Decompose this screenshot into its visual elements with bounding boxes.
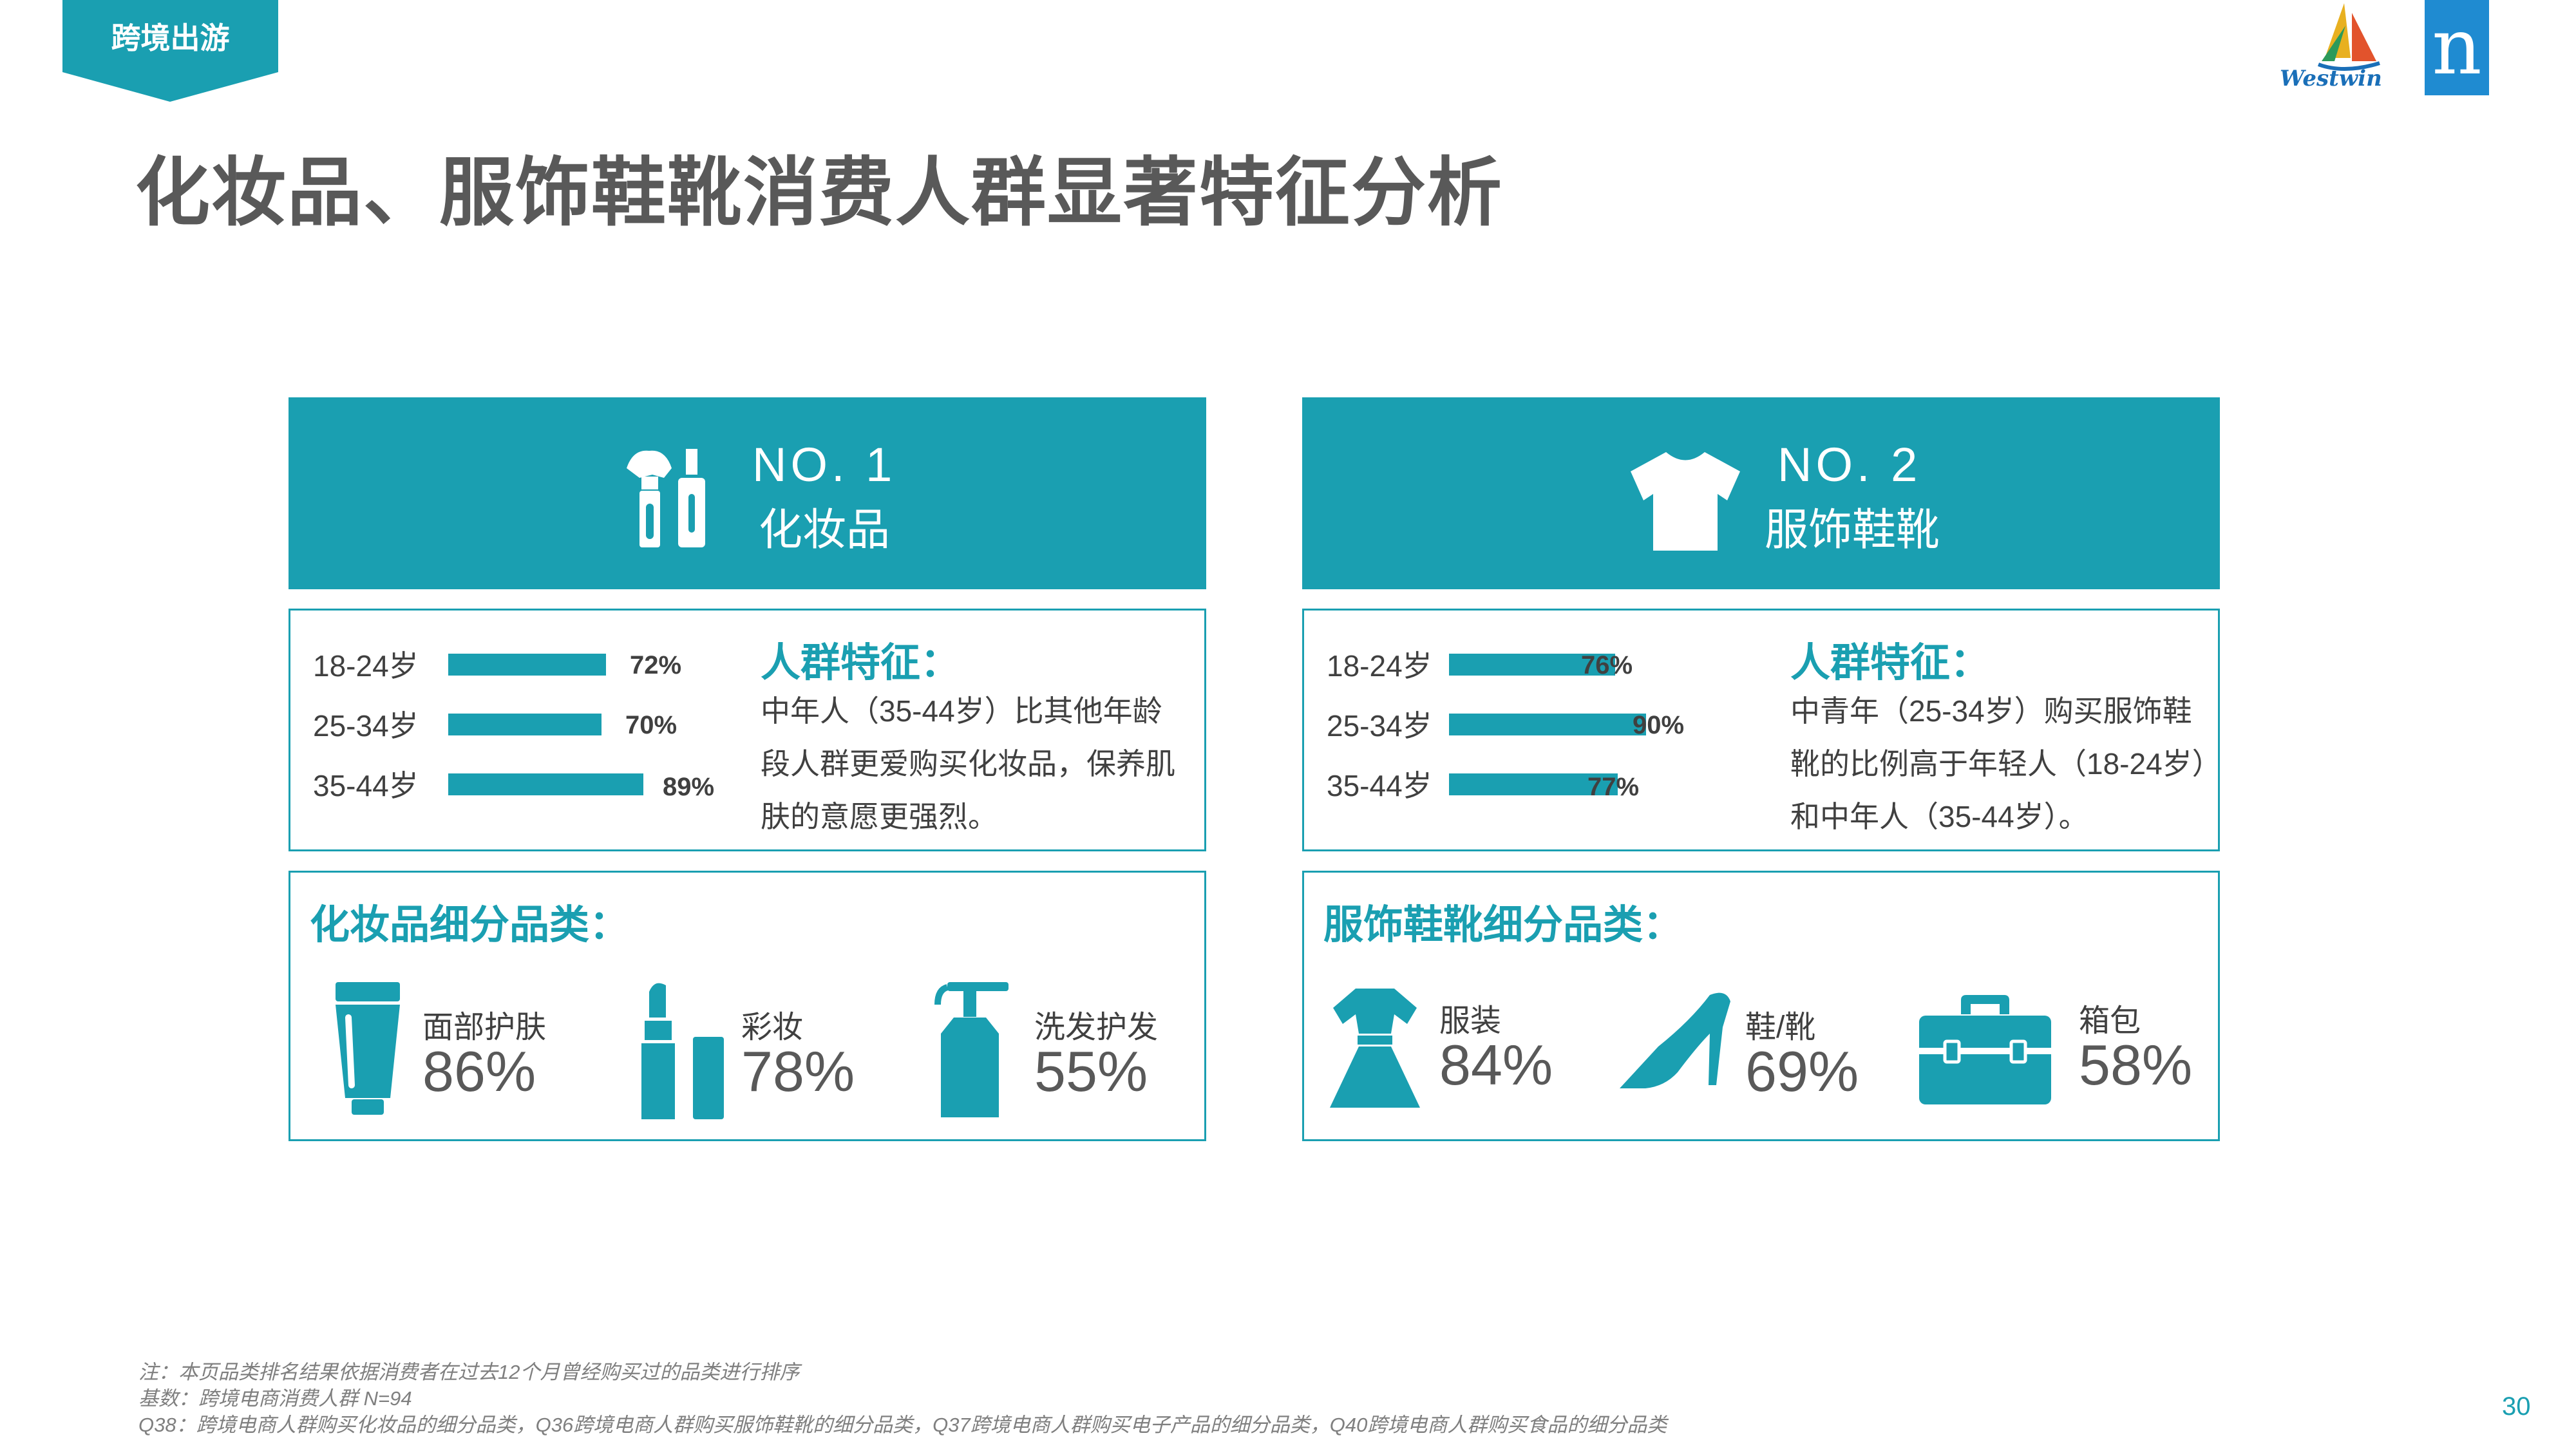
shampoo-bottle-icon xyxy=(934,982,1009,1117)
age-label: 35-44岁 xyxy=(1327,769,1432,802)
suitcase-icon xyxy=(1919,995,2051,1104)
age-bar xyxy=(448,773,643,795)
page-title: 化妆品、服饰鞋靴消费人群显著特征分析 xyxy=(135,151,1503,234)
feature-text: 中年人（35-44岁）比其他年龄段人群更爱购买化妆品，保养肌肤的意愿更强烈。 xyxy=(761,694,1175,833)
subcategory-value: 58% xyxy=(2079,1033,2193,1097)
age-label: 18-24岁 xyxy=(1327,649,1432,683)
footnote-1: 注：本页品类排名结果依据消费者在过去12个月曾经购买过的品类进行排序 xyxy=(138,1361,800,1383)
age-pct: 70% xyxy=(625,711,677,739)
high-heel-icon xyxy=(1620,992,1730,1088)
age-pct: 76% xyxy=(1581,651,1633,679)
rank-label: NO. 2 xyxy=(1777,438,1922,491)
section-tag-arrow xyxy=(62,72,278,102)
westwin-logo-text: Westwin xyxy=(2280,66,2382,91)
age-label: 25-34岁 xyxy=(1327,709,1432,743)
age-label: 35-44岁 xyxy=(313,769,419,802)
subcategory-value: 55% xyxy=(1034,1039,1148,1103)
dress-icon xyxy=(1330,989,1420,1108)
cosmetics-icon xyxy=(627,449,705,547)
tshirt-icon xyxy=(1631,452,1740,551)
footnote-3: Q38：跨境电商人群购买化妆品的细分品类，Q36跨境电商人群购买服饰鞋靴的细分品… xyxy=(138,1414,1667,1436)
category-label: 服饰鞋靴 xyxy=(1765,506,1940,554)
feature-text: 中青年（25-34岁）购买服饰鞋靴的比例高于年轻人（18-24岁）和中年人（35… xyxy=(1790,694,2207,833)
panel-2-header: NO. 2 服饰鞋靴 xyxy=(1302,397,2220,589)
section-tag: 跨境出游 xyxy=(62,0,278,72)
subcategory-name: 洗发护发 xyxy=(1034,1010,1159,1045)
age-bar xyxy=(1449,773,1618,795)
age-pct: 89% xyxy=(663,773,715,801)
age-pct: 72% xyxy=(630,651,682,679)
subcategory-title: 化妆品细分品类： xyxy=(310,903,630,947)
face-cream-tube-icon xyxy=(336,982,400,1115)
subcategory-value: 86% xyxy=(422,1039,536,1103)
subcategory-name: 箱包 xyxy=(2079,1004,2141,1038)
age-label: 25-34岁 xyxy=(313,709,419,743)
page-number: 30 xyxy=(2502,1392,2531,1421)
panel-1-age-box: 18-24岁 72% 25-34岁 70% 35-44岁 89% 人群特征： 中… xyxy=(289,609,1206,851)
subcategory-name: 鞋/靴 xyxy=(1745,1010,1816,1045)
age-pct: 77% xyxy=(1587,773,1640,801)
age-bar xyxy=(1449,714,1646,735)
age-label: 18-24岁 xyxy=(313,649,419,683)
age-bar xyxy=(448,714,601,735)
westwin-sail-logo-icon xyxy=(2317,3,2380,71)
panel-2-age-box: 18-24岁 76% 25-34岁 90% 35-44岁 77% 人群特征： 中… xyxy=(1302,609,2220,851)
subcategory-value: 69% xyxy=(1745,1039,1859,1103)
subcategory-name: 服装 xyxy=(1439,1004,1502,1038)
age-bar xyxy=(448,654,606,676)
footnotes: 注：本页品类排名结果依据消费者在过去12个月曾经购买过的品类进行排序 基数：跨境… xyxy=(138,1359,1667,1438)
footnote-2: 基数：跨境电商消费人群 N=94 xyxy=(138,1387,412,1410)
subcategory-name: 面部护肤 xyxy=(422,1010,547,1045)
age-bar xyxy=(1449,654,1615,676)
lipstick-icon xyxy=(641,983,724,1119)
nielsen-logo: n xyxy=(2425,0,2489,95)
panel-1-subcategory-box: 化妆品细分品类： 面部护肤 86% 彩妆 78% 洗发护发 55% xyxy=(289,871,1206,1141)
subcategory-value: 78% xyxy=(741,1039,855,1103)
panel-1-header: NO. 1 化妆品 xyxy=(289,397,1206,589)
rank-label: NO. 1 xyxy=(752,438,896,491)
panel-2-subcategory-box: 服饰鞋靴细分品类： 服装 84% 鞋/靴 69% 箱包 58% xyxy=(1302,871,2220,1141)
subcategory-value: 84% xyxy=(1439,1033,1553,1097)
feature-title: 人群特征： xyxy=(1790,641,1991,685)
category-label: 化妆品 xyxy=(759,506,891,554)
subcategory-title: 服饰鞋靴细分品类： xyxy=(1323,903,1683,947)
age-pct: 90% xyxy=(1633,711,1685,739)
feature-title: 人群特征： xyxy=(761,641,961,685)
subcategory-name: 彩妆 xyxy=(741,1010,804,1045)
